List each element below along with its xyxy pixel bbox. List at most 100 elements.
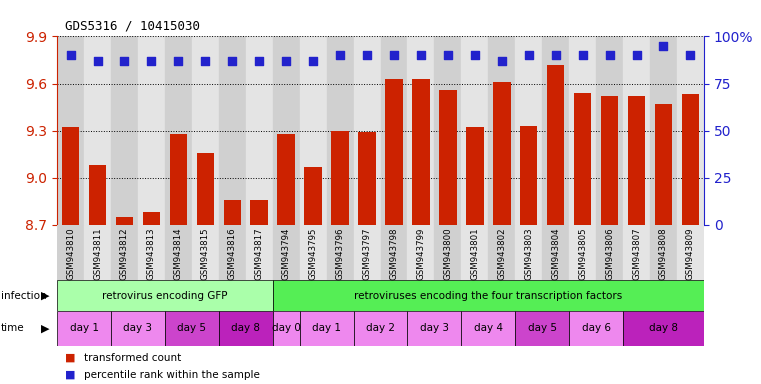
FancyBboxPatch shape xyxy=(300,311,354,346)
Point xyxy=(307,58,319,64)
Bar xyxy=(520,126,537,225)
Text: day 8: day 8 xyxy=(649,323,678,333)
Text: GSM943810: GSM943810 xyxy=(66,227,75,280)
Bar xyxy=(574,93,591,225)
Text: ■: ■ xyxy=(65,370,75,380)
Point xyxy=(334,52,346,58)
Text: day 5: day 5 xyxy=(177,323,206,333)
Text: GSM943799: GSM943799 xyxy=(416,227,425,280)
Text: GSM943813: GSM943813 xyxy=(147,227,156,280)
Bar xyxy=(224,200,241,225)
Bar xyxy=(304,167,322,225)
FancyBboxPatch shape xyxy=(272,311,300,346)
Bar xyxy=(300,36,326,225)
Bar xyxy=(569,36,596,225)
Bar xyxy=(601,96,619,225)
Bar xyxy=(246,225,272,280)
Bar xyxy=(116,217,133,225)
Text: GSM943796: GSM943796 xyxy=(336,227,345,280)
Bar xyxy=(358,132,376,225)
FancyBboxPatch shape xyxy=(407,311,461,346)
Point xyxy=(172,58,184,64)
Text: ▶: ▶ xyxy=(41,323,49,333)
Bar xyxy=(380,225,407,280)
Bar xyxy=(62,127,79,225)
Bar xyxy=(489,225,515,280)
Bar xyxy=(515,225,543,280)
Point xyxy=(199,58,212,64)
Bar xyxy=(192,36,219,225)
FancyBboxPatch shape xyxy=(515,311,569,346)
Text: GSM943814: GSM943814 xyxy=(174,227,183,280)
Bar xyxy=(219,225,246,280)
Point xyxy=(280,58,292,64)
Bar xyxy=(165,36,192,225)
Bar xyxy=(278,134,295,225)
Text: GDS5316 / 10415030: GDS5316 / 10415030 xyxy=(65,20,199,33)
Text: GSM943804: GSM943804 xyxy=(551,227,560,280)
Point xyxy=(253,58,266,64)
Bar xyxy=(515,36,543,225)
Bar xyxy=(628,96,645,225)
Bar xyxy=(196,152,214,225)
Point xyxy=(415,52,427,58)
Bar xyxy=(250,200,268,225)
Bar xyxy=(138,36,165,225)
Text: GSM943801: GSM943801 xyxy=(470,227,479,280)
Text: GSM943815: GSM943815 xyxy=(201,227,210,280)
Bar xyxy=(142,212,160,225)
Text: time: time xyxy=(1,323,24,333)
FancyBboxPatch shape xyxy=(272,280,704,311)
Text: day 6: day 6 xyxy=(581,323,610,333)
Bar xyxy=(439,90,457,225)
Text: GSM943794: GSM943794 xyxy=(282,227,291,280)
FancyBboxPatch shape xyxy=(111,311,165,346)
Text: retrovirus encoding GFP: retrovirus encoding GFP xyxy=(102,291,228,301)
Point xyxy=(91,58,103,64)
Text: transformed count: transformed count xyxy=(84,353,181,363)
Point xyxy=(388,52,400,58)
Bar xyxy=(677,36,704,225)
Bar xyxy=(461,225,489,280)
Bar xyxy=(300,225,326,280)
Text: GSM943812: GSM943812 xyxy=(120,227,129,280)
Point xyxy=(226,58,238,64)
Text: day 8: day 8 xyxy=(231,323,260,333)
Bar xyxy=(354,225,380,280)
Bar xyxy=(654,104,672,225)
FancyBboxPatch shape xyxy=(219,311,272,346)
Bar xyxy=(84,225,111,280)
Bar xyxy=(380,36,407,225)
Bar xyxy=(547,65,565,225)
Bar xyxy=(543,36,569,225)
FancyBboxPatch shape xyxy=(623,311,704,346)
Point xyxy=(119,58,131,64)
Bar xyxy=(57,36,84,225)
Bar xyxy=(650,36,677,225)
Text: GSM943809: GSM943809 xyxy=(686,227,695,280)
Text: GSM943806: GSM943806 xyxy=(605,227,614,280)
Bar xyxy=(412,79,430,225)
Text: GSM943816: GSM943816 xyxy=(228,227,237,280)
FancyBboxPatch shape xyxy=(569,311,623,346)
Bar xyxy=(385,79,403,225)
Point xyxy=(145,58,158,64)
Bar xyxy=(596,36,623,225)
Bar xyxy=(407,36,435,225)
Bar xyxy=(466,127,483,225)
Bar xyxy=(246,36,272,225)
Text: ▶: ▶ xyxy=(41,291,49,301)
Point xyxy=(469,52,481,58)
Bar xyxy=(543,225,569,280)
FancyBboxPatch shape xyxy=(354,311,407,346)
Bar xyxy=(407,225,435,280)
Text: GSM943798: GSM943798 xyxy=(390,227,399,280)
Bar xyxy=(84,36,111,225)
Bar xyxy=(57,225,84,280)
Text: GSM943817: GSM943817 xyxy=(255,227,264,280)
Bar xyxy=(677,225,704,280)
Text: retroviruses encoding the four transcription factors: retroviruses encoding the four transcrip… xyxy=(354,291,622,301)
Bar xyxy=(326,36,354,225)
Text: GSM943800: GSM943800 xyxy=(444,227,452,280)
Text: day 0: day 0 xyxy=(272,323,301,333)
